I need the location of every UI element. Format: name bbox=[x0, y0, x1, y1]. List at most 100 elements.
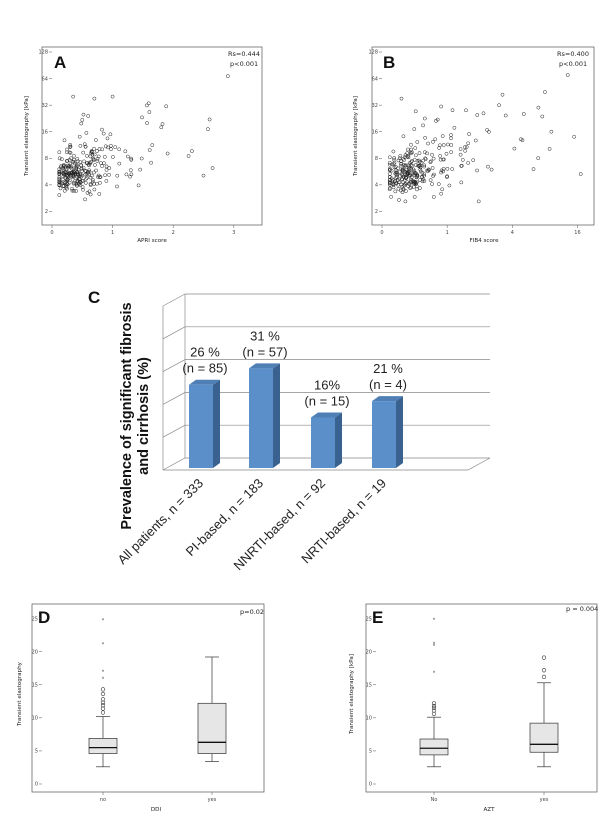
scatter-point bbox=[409, 171, 414, 175]
scatter-point bbox=[426, 141, 430, 146]
scatter-point bbox=[57, 193, 62, 197]
scatter-point bbox=[104, 164, 109, 169]
bar-n-label: (n = 85) bbox=[182, 361, 227, 376]
scatter-point bbox=[207, 117, 212, 122]
scatter-point bbox=[409, 160, 414, 164]
scatter-point bbox=[410, 158, 414, 163]
scatter-point bbox=[420, 175, 425, 179]
scatter-point bbox=[458, 152, 463, 157]
x-tick-label: 4 bbox=[511, 230, 514, 236]
y-tick-label: 25 bbox=[32, 616, 38, 622]
scatter-point bbox=[401, 186, 406, 191]
scatter-point bbox=[444, 151, 449, 156]
scatter-point bbox=[406, 155, 411, 160]
scatter-point bbox=[57, 150, 62, 155]
scatter-point bbox=[92, 146, 96, 151]
scatter-point bbox=[422, 164, 427, 169]
scatter-point bbox=[497, 103, 501, 108]
scatter-point bbox=[145, 103, 149, 108]
scatter-point bbox=[397, 174, 402, 178]
scatter-point bbox=[128, 174, 132, 179]
scatter-point bbox=[87, 163, 91, 168]
scatter-point bbox=[398, 154, 403, 158]
x-tick-label: 0 bbox=[380, 230, 383, 236]
scatter-point bbox=[93, 163, 97, 167]
scatter-point bbox=[434, 118, 438, 123]
outlier-point bbox=[100, 687, 106, 692]
scatter-point bbox=[422, 150, 427, 155]
scatter-point bbox=[101, 131, 106, 136]
scatter-point bbox=[115, 184, 119, 189]
panel-c-label: C bbox=[88, 288, 100, 307]
scatter-point bbox=[449, 143, 454, 147]
scatter-point bbox=[149, 160, 153, 165]
scatter-point bbox=[103, 144, 108, 149]
scatter-point bbox=[65, 147, 69, 152]
scatter-point bbox=[78, 180, 83, 185]
scatter-point bbox=[67, 180, 72, 185]
scatter-point bbox=[94, 138, 98, 142]
scatter-point bbox=[96, 154, 101, 159]
extreme-point: * bbox=[102, 676, 105, 682]
scatter-point bbox=[438, 143, 442, 148]
y-tick-label: 15 bbox=[366, 682, 372, 688]
scatter-point bbox=[413, 146, 418, 150]
panel-a-p: p<0.001 bbox=[230, 60, 258, 68]
scatter-point bbox=[423, 156, 428, 161]
scatter-point bbox=[396, 158, 401, 163]
scatter-point bbox=[91, 178, 95, 182]
scatter-point bbox=[460, 158, 465, 162]
scatter-point bbox=[415, 173, 420, 178]
scatter-point bbox=[68, 145, 72, 150]
scatter-point bbox=[206, 127, 210, 131]
scatter-point bbox=[410, 150, 414, 155]
scatter-point bbox=[138, 167, 143, 172]
scatter-point bbox=[392, 156, 397, 160]
scatter-point bbox=[520, 138, 525, 143]
outlier-point bbox=[100, 703, 106, 708]
scatter-point bbox=[85, 161, 90, 165]
scatter-point bbox=[88, 192, 93, 197]
scatter-point bbox=[387, 160, 392, 165]
scatter-point bbox=[414, 180, 419, 185]
scatter-point bbox=[547, 147, 552, 151]
scatter-point bbox=[136, 183, 141, 188]
scatter-point bbox=[63, 180, 67, 185]
scatter-point bbox=[115, 173, 120, 178]
scatter-point bbox=[387, 155, 392, 160]
scatter-point bbox=[387, 172, 392, 176]
scatter-point bbox=[139, 156, 144, 161]
scatter-point bbox=[57, 169, 62, 174]
y-tick-label: 5 bbox=[369, 749, 372, 755]
scatter-point bbox=[107, 166, 112, 170]
scatter-point bbox=[500, 92, 505, 97]
scatter-point bbox=[68, 142, 73, 147]
scatter-point bbox=[431, 195, 436, 199]
scatter-point bbox=[481, 111, 486, 116]
y-tick-label: 32 bbox=[372, 103, 378, 109]
scatter-point bbox=[397, 169, 402, 174]
scatter-point bbox=[394, 168, 398, 173]
scatter-point bbox=[436, 182, 441, 186]
panel-a-scatter: A Rs=0.444 p<0.001 2 4 8 16 32 64 128 0 1 2 3 APRI… bbox=[24, 46, 263, 244]
scatter-point bbox=[81, 165, 86, 170]
scatter-point bbox=[476, 199, 481, 204]
scatter-point bbox=[117, 147, 122, 152]
scatter-point bbox=[186, 154, 191, 158]
panel-b-scatter: B Rs=0.400 p<0.001 2 4 8 16 32 64 128 0 1 4 16 FIB… bbox=[353, 46, 595, 244]
panel-b-xlabel: FIB4 score bbox=[469, 238, 499, 244]
scatter-point bbox=[95, 156, 100, 161]
scatter-point bbox=[466, 161, 471, 165]
scatter-point bbox=[445, 175, 449, 179]
scatter-point bbox=[416, 163, 420, 168]
scatter-point bbox=[88, 154, 93, 159]
bar-side bbox=[273, 363, 280, 468]
scatter-point bbox=[387, 178, 392, 182]
bar-2 bbox=[249, 368, 273, 468]
scatter-point bbox=[449, 133, 453, 137]
scatter-point bbox=[406, 170, 411, 175]
scatter-point bbox=[81, 112, 86, 117]
scatter-point bbox=[445, 166, 450, 171]
scatter-point bbox=[147, 148, 152, 152]
